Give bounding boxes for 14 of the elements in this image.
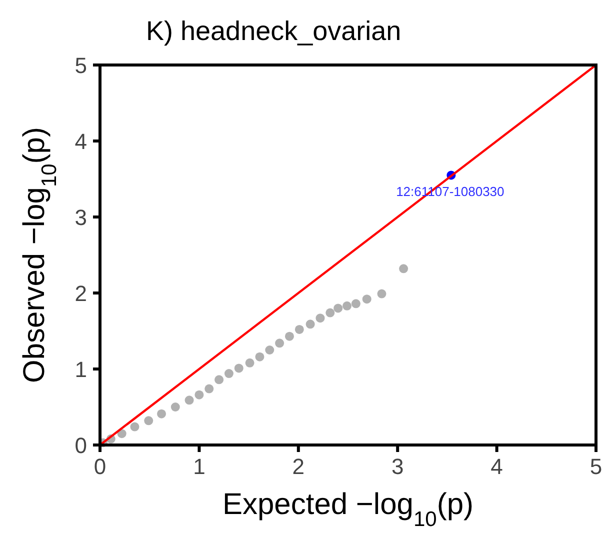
x-tick-label: 0: [94, 454, 106, 479]
x-tick-label: 3: [391, 454, 404, 479]
x-tick-label: 4: [490, 454, 503, 479]
y-tick-label: 5: [74, 53, 87, 78]
y-tick-label: 4: [74, 129, 87, 154]
y-tick-label: 1: [74, 357, 87, 382]
x-tick-label: 1: [193, 454, 206, 479]
x-tick-label: 2: [292, 454, 305, 479]
y-tick-label: 0: [74, 433, 87, 458]
chart-title: K) headneck_ovarian: [146, 16, 402, 46]
x-tick-label: 5: [590, 454, 602, 479]
y-tick-label: 3: [74, 205, 87, 230]
y-tick-label: 2: [74, 281, 87, 306]
x-axis-title: Expected −log$_{10}$(p): [222, 488, 474, 530]
